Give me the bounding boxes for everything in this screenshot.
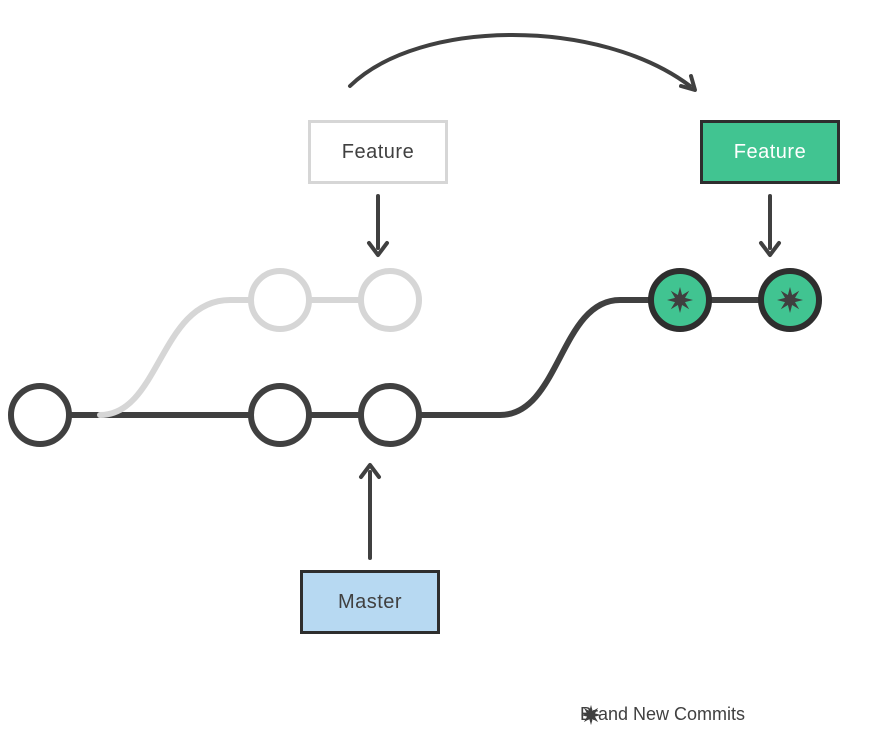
legend-text: Brand New Commits	[580, 704, 745, 725]
master-label-text: Master	[338, 591, 402, 614]
legend: Brand New Commits	[580, 704, 745, 725]
feature-label-new-text: Feature	[734, 141, 806, 164]
feature-label-old-text: Feature	[342, 141, 414, 164]
master-label: Master	[300, 570, 440, 634]
diagram-canvas	[0, 0, 880, 742]
feature-label-old: Feature	[308, 120, 448, 184]
star-icon	[580, 704, 602, 726]
feature-label-new: Feature	[700, 120, 840, 184]
